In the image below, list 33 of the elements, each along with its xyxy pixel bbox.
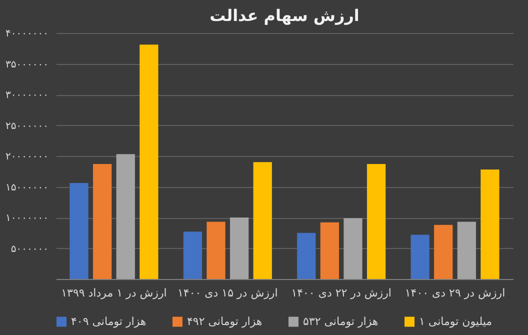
legend-label: ۱ میلیون تومانی	[419, 314, 492, 328]
legend-label: ۴۰۹ هزار تومانی	[71, 314, 146, 328]
x-tick-label: ارزش در ۲۲ دی ۱۴۰۰	[291, 286, 392, 300]
bar	[366, 164, 386, 279]
y-tick-label: ۵۰۰۰۰۰۰	[10, 244, 48, 255]
bar	[93, 164, 112, 279]
chart-title: ارزش سهام عدالت	[210, 6, 360, 25]
y-tick-label: ۲۰۰۰۰۰۰۰	[6, 152, 48, 162]
bar	[457, 222, 476, 279]
y-tick-label: ۳۰۰۰۰۰۰۰	[6, 90, 48, 101]
bar	[183, 232, 202, 279]
bar	[297, 232, 316, 279]
legend-label: ۵۳۲ هزار تومانی	[303, 314, 378, 328]
y-tick-label: ۱۰۰۰۰۰۰۰	[6, 213, 48, 224]
y-tick-label: ۳۵۰۰۰۰۰۰	[6, 59, 48, 70]
legend-label: ۴۹۲ هزار تومانی	[187, 314, 262, 328]
x-tick-label: ارزش در ۲۹ دی ۱۴۰۰	[404, 286, 506, 300]
bar	[116, 154, 135, 279]
bar	[344, 218, 362, 279]
bar	[70, 183, 88, 279]
y-tick-label: ۲۵۰۰۰۰۰۰	[6, 120, 48, 132]
x-tick-label: ارزش در ۱۵ دی ۱۴۰۰	[178, 286, 278, 300]
bar	[434, 224, 453, 279]
bar	[253, 162, 272, 279]
bar	[320, 222, 340, 279]
bar	[410, 234, 430, 279]
y-tick-label: ۴۰۰۰۰۰۰۰	[6, 28, 48, 40]
bar	[230, 218, 249, 279]
bar	[140, 44, 158, 279]
bar	[480, 170, 500, 279]
x-tick-label: ارزش در ۱ مرداد ۱۳۹۹	[61, 286, 167, 300]
bar	[206, 222, 226, 279]
y-tick-label: ۱۵۰۰۰۰۰۰	[6, 182, 48, 194]
